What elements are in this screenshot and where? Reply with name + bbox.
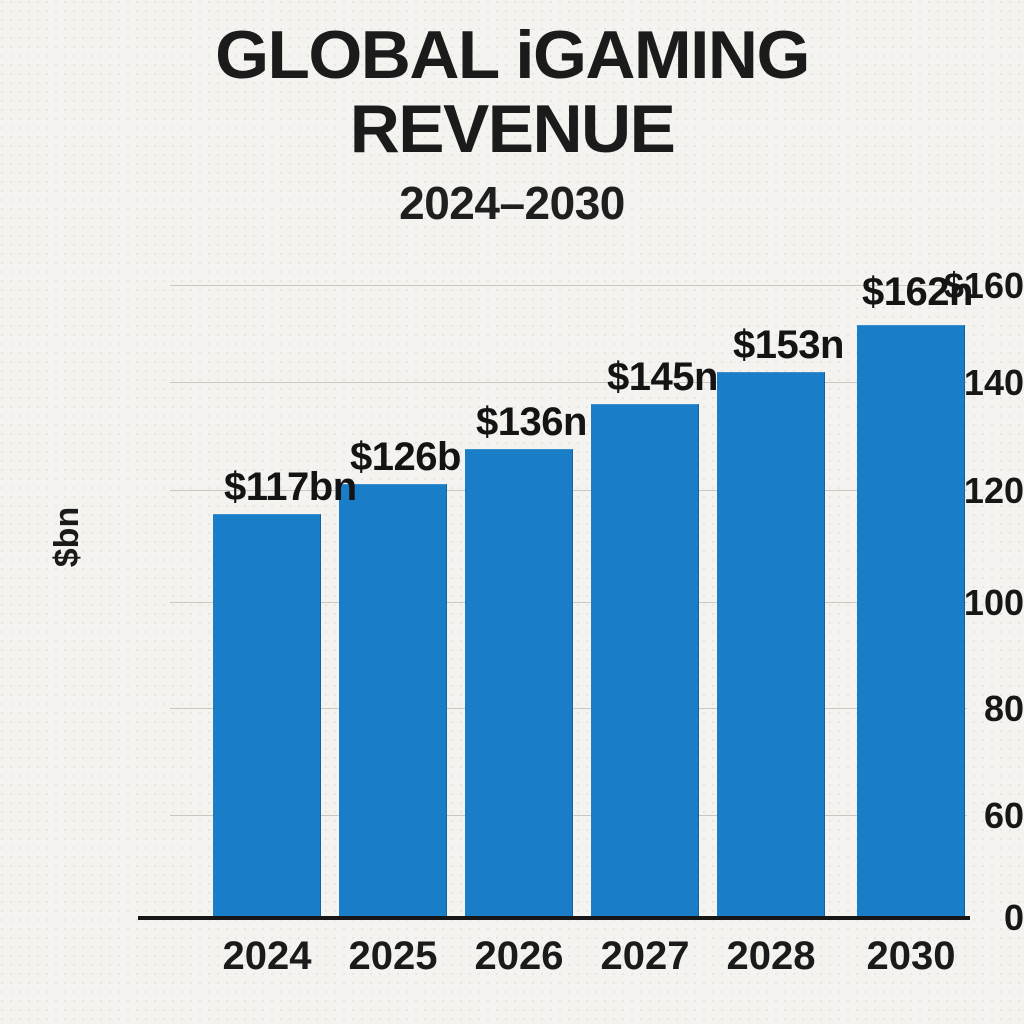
x-axis-tick-2027: 2027 — [600, 934, 690, 978]
bar-2026[interactable] — [465, 449, 573, 918]
bar-2027[interactable] — [591, 404, 699, 918]
bar-2024[interactable] — [213, 514, 321, 918]
x-axis-tick-2024: 2024 — [222, 934, 312, 978]
bar-value-2026: $136n — [476, 400, 587, 444]
y-axis-tick-160: $160 — [943, 265, 1024, 306]
bar-2025[interactable] — [339, 484, 447, 918]
x-axis-tick-2025: 2025 — [348, 934, 438, 978]
y-axis-tick-140: 140 — [963, 362, 1024, 403]
x-axis-tick-2030: 2030 — [866, 934, 956, 978]
x-axis-tick-2028: 2028 — [726, 934, 816, 978]
page-subtitle: 2024–2030 — [399, 177, 625, 229]
bar-value-2027: $145n — [607, 355, 718, 399]
x-axis-baseline — [138, 916, 970, 920]
title-block: GLOBAL iGAMING REVENUE 2024–2030 — [0, 18, 1024, 228]
x-axis-tick-2026: 2026 — [474, 934, 564, 978]
bar-value-2028: $153n — [733, 323, 844, 367]
y-axis-tick-100: 100 — [963, 582, 1024, 623]
y-axis-tick-80: 80 — [983, 688, 1024, 729]
bar-value-2030: $162n — [862, 270, 973, 314]
bar-value-2025: $126b — [350, 435, 461, 479]
bar-2030[interactable] — [857, 325, 965, 918]
gridline-140 — [170, 382, 967, 383]
y-axis-tick-0: 0 — [1003, 897, 1024, 938]
y-axis-title: $bn — [48, 506, 86, 568]
gridline-160 — [170, 285, 967, 286]
y-axis-tick-120: 120 — [963, 470, 1024, 511]
y-axis-tick-60: 60 — [983, 795, 1024, 836]
page-title-line-2: REVENUE — [349, 91, 676, 167]
page-title-line-1: GLOBAL iGAMING — [215, 17, 810, 93]
bar-value-2024: $117bn — [224, 465, 357, 509]
bar-2028[interactable] — [717, 372, 825, 918]
